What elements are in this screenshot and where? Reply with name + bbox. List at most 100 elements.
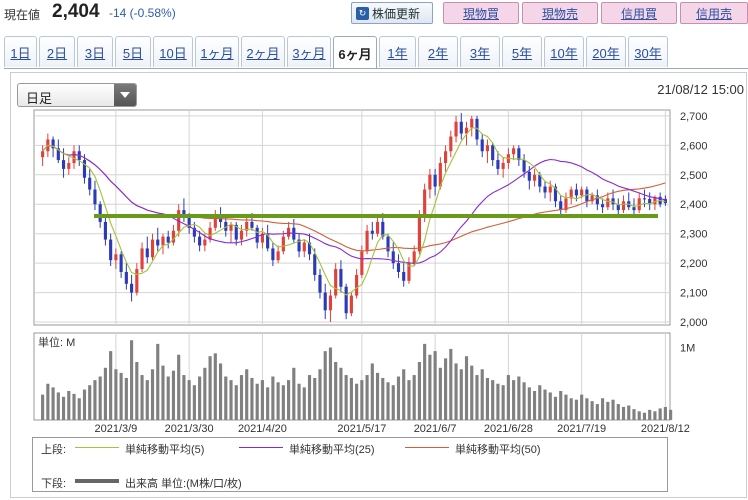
candle-body <box>632 207 636 211</box>
volume-bar <box>297 383 301 420</box>
volume-bar <box>218 363 223 420</box>
tab-period-12[interactable]: 5年 <box>502 36 542 67</box>
volume-bar <box>580 394 584 420</box>
candle-body <box>569 189 573 199</box>
volume-bar <box>161 365 165 420</box>
volume-bar <box>444 358 448 420</box>
legend-lower-label: 下段: <box>41 478 67 490</box>
candle-body <box>229 224 233 231</box>
chevron-down-icon <box>114 84 136 106</box>
volume-bar <box>323 351 327 420</box>
volume-bar <box>145 380 149 420</box>
candle-body <box>355 274 359 296</box>
candle-interval-select[interactable]: 日足 <box>17 83 137 107</box>
tab-period-1[interactable]: 2日 <box>39 36 75 67</box>
candle-body <box>103 221 107 240</box>
candle-body <box>407 263 411 281</box>
tab-period-7[interactable]: 3ヶ月 <box>287 36 331 67</box>
candle-body <box>72 151 76 164</box>
volume-bar <box>375 372 380 420</box>
candle-body <box>281 236 285 252</box>
volume-bar <box>548 392 552 420</box>
tab-period-0[interactable]: 1日 <box>4 36 37 67</box>
tab-period-5[interactable]: 1ヶ月 <box>195 36 239 67</box>
legend-volume-swatch <box>75 479 119 483</box>
candle-body <box>93 189 97 205</box>
volume-bar <box>255 383 259 420</box>
tab-period-13[interactable]: 10年 <box>544 36 584 67</box>
candle-body <box>642 198 647 200</box>
legend-upper-label: 上段: <box>41 444 67 456</box>
candle-body <box>255 227 259 243</box>
volume-bar <box>449 348 453 420</box>
volume-bar <box>271 376 275 420</box>
volume-bar <box>234 385 238 420</box>
select-value: 日足 <box>26 91 53 106</box>
candle-body <box>271 248 275 261</box>
volume-bar <box>407 380 411 420</box>
volume-bar <box>344 375 348 420</box>
tab-period-15[interactable]: 30年 <box>628 36 668 67</box>
candle-body <box>464 127 469 134</box>
candle-body <box>239 230 244 240</box>
candle-body <box>564 198 568 211</box>
tab-period-4[interactable]: 10日 <box>153 36 193 67</box>
volume-bar <box>585 398 589 420</box>
volume-bar <box>412 375 416 420</box>
volume-bar <box>355 383 359 420</box>
candle-body <box>496 160 500 169</box>
candle-body <box>580 189 584 196</box>
volume-bar <box>208 356 212 420</box>
tab-period-8[interactable]: 6ヶ月 <box>333 36 377 69</box>
cash-sell-button[interactable]: 現物売 <box>522 2 598 24</box>
candle-body <box>480 139 484 152</box>
volume-bar <box>606 401 610 420</box>
volume-bar <box>402 369 406 420</box>
candle-body <box>67 163 71 169</box>
candle-body <box>386 236 390 252</box>
tab-period-6[interactable]: 2ヶ月 <box>241 36 285 67</box>
margin-sell-button[interactable]: 信用売 <box>680 2 748 24</box>
volume-bar <box>61 396 66 420</box>
candle-body <box>522 160 526 172</box>
candle-body <box>150 239 155 258</box>
volume-bar <box>334 362 338 420</box>
candle-body <box>417 216 421 252</box>
tab-period-9[interactable]: 1年 <box>379 36 416 67</box>
candle-body <box>245 221 249 231</box>
volume-bar <box>454 363 458 420</box>
volume-bar <box>428 354 432 420</box>
candle-body <box>161 236 165 246</box>
tab-period-11[interactable]: 3年 <box>460 36 500 67</box>
volume-bar <box>386 382 390 420</box>
volume-bar <box>287 380 291 420</box>
volume-bar <box>72 393 76 420</box>
volume-bar <box>532 391 537 420</box>
ma25-line <box>42 144 666 264</box>
volume-bar <box>318 369 322 420</box>
tab-period-2[interactable]: 3日 <box>77 36 113 67</box>
volume-bar <box>135 362 139 420</box>
margin-buy-button[interactable]: 信用買 <box>601 2 677 24</box>
refresh-price-button[interactable]: ↻ 株価更新 <box>351 2 433 24</box>
volume-bar <box>517 376 521 420</box>
cash-buy-button[interactable]: 現物買 <box>443 2 519 24</box>
candle-body <box>595 195 599 205</box>
volume-bar <box>119 372 123 420</box>
volume-bar <box>260 380 264 420</box>
candle-body <box>574 189 578 196</box>
candle-body <box>109 239 113 261</box>
candle-body <box>224 221 228 231</box>
candle-body <box>307 242 312 255</box>
current-price: 2,404 <box>52 1 100 22</box>
volume-y-tick: 1M <box>680 343 695 355</box>
volume-bar <box>543 389 547 420</box>
tab-period-3[interactable]: 5日 <box>115 36 151 67</box>
candle-body <box>88 177 92 190</box>
volume-bar <box>464 356 469 420</box>
candle-body <box>287 227 291 237</box>
tab-period-14[interactable]: 20年 <box>586 36 626 67</box>
volume-bar <box>648 409 652 420</box>
candle-body <box>449 136 453 152</box>
tab-period-10[interactable]: 2年 <box>418 36 458 67</box>
